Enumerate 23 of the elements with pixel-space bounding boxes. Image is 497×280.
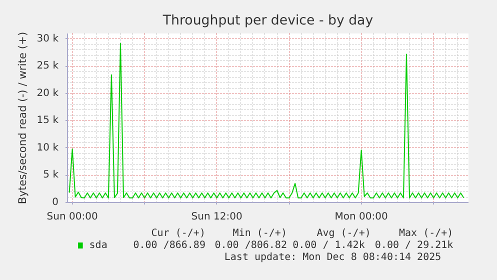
text: Max (-/+) <box>398 228 454 239</box>
text: Avg (-/+) <box>316 228 371 239</box>
text: 0.00 /806.82 <box>214 240 287 251</box>
text: Last update: Mon Dec 8 08:40:14 2025 <box>224 252 442 263</box>
x-tick-label: Sun 12:00 <box>191 212 242 222</box>
y-tick-label: 15 k <box>36 115 59 126</box>
text: Min (-/+) <box>232 228 287 239</box>
y-tick-label: 20 k <box>36 88 59 99</box>
text: 0.00 / 1.42k <box>292 240 365 251</box>
y-tick-label: 25 k <box>36 60 59 72</box>
x-tick-label: Sun 00:00 <box>46 212 98 222</box>
text: 0.00 / 29.21k <box>374 240 454 251</box>
text: 0.00 /866.89 <box>133 240 206 251</box>
text: Cur (-/+) <box>151 228 206 239</box>
legend-label: sda <box>89 240 108 251</box>
y-tick-label: 0 <box>52 197 59 208</box>
y-tick-label: 5 k <box>43 170 59 181</box>
y-tick-label: 10 k <box>36 142 59 154</box>
y-tick-label: 30 k <box>36 33 59 44</box>
x-tick-label: Mon 00:00 <box>334 212 388 222</box>
chart-title: Throughput per device - by day <box>162 14 374 28</box>
line-series <box>68 42 464 198</box>
y-axis-title: Bytes/second read (-) / write (+) <box>16 32 29 204</box>
